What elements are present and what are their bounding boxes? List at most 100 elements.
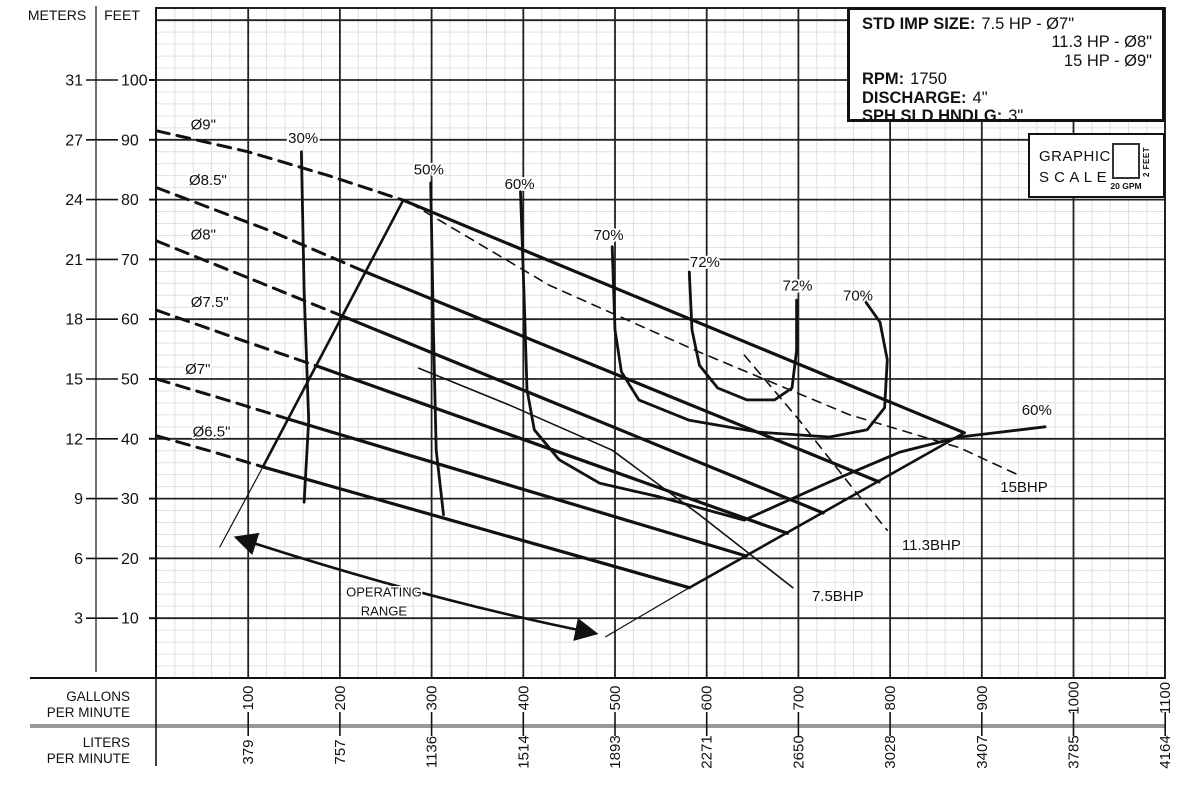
spec-imp-size-value-3: 15 HP - Ø9" [1063, 51, 1152, 70]
efficiency-label-eff-60-right: 60% [1022, 402, 1052, 419]
y-tick-feet-label: 90 [121, 132, 139, 149]
impeller-curve-6-5in-dashed [155, 434, 265, 469]
power-line-7-5bhp [418, 367, 794, 589]
efficiency-label-eff-72: 72% [690, 254, 720, 271]
x-tick-lpm-label: 2650 [790, 735, 807, 768]
impeller-curve-7in-solid [286, 417, 748, 558]
x-axis-band-gallons-line2: PER MINUTE [47, 705, 130, 720]
graphic-scale-y-unit: 2 FEET [1142, 146, 1151, 178]
spec-box: STD IMP SIZE: 7.5 HP - Ø7" 11.3 HP - Ø8" … [847, 7, 1165, 125]
efficiency-label-eff-50: 50% [414, 162, 444, 179]
operating-range-min-flow-extension [219, 466, 264, 548]
spec-sph-row: SPH SLD HNDLG: 3" [862, 107, 1152, 125]
graphic-scale-x-unit: 20 GPM [1110, 181, 1142, 191]
impeller-curve-7-5in-dashed [155, 308, 318, 368]
impeller-label-6-5in: Ø6.5" [193, 424, 231, 441]
x-tick-lpm-label: 2271 [699, 735, 716, 768]
x-tick-lpm-label: 1893 [607, 735, 624, 768]
x-tick-lpm-label: 1514 [515, 735, 532, 768]
x-axis-band-liters-line2: PER MINUTE [47, 751, 130, 766]
spec-rpm-row: RPM: 1750 [862, 70, 1152, 88]
operating-range-arrow [233, 532, 599, 641]
x-tick-gpm-label: 400 [515, 685, 532, 710]
spec-rpm-value: 1750 [910, 70, 947, 89]
y-tick-feet-label: 60 [121, 312, 139, 329]
impeller-curve-9in-solid [401, 198, 966, 435]
spec-sph-label: SPH SLD HNDLG: [862, 107, 1003, 126]
graphic-scale-sample-square [1112, 143, 1140, 179]
impeller-curve-6-5in-solid [261, 465, 691, 590]
x-tick-gpm-label: 700 [790, 685, 807, 710]
efficiency-label-eff-60: 60% [505, 176, 535, 193]
power-line-15bhp [409, 202, 1022, 477]
x-tick-gpm-label: 1100 [1157, 682, 1174, 714]
x-tick-lpm-label: 4164 [1157, 735, 1174, 768]
efficiency-contour-eff-50 [429, 181, 445, 517]
y-tick-feet-label: 30 [121, 491, 139, 508]
graphic-scale-box: GRAPHIC S C A L E 2 FEET 20 GPM [1028, 133, 1165, 198]
x-axis-band-gallons-line1: GALLONS [66, 689, 130, 704]
x-tick-gpm-label: 200 [332, 685, 349, 710]
y-tick-meters-label: 24 [65, 192, 83, 209]
x-axis-band-liters-line1: LITERS [83, 735, 130, 750]
y-tick-meters-label: 6 [74, 551, 83, 568]
power-label-7-5bhp: 7.5BHP [812, 588, 864, 605]
y-tick-feet-label: 20 [121, 551, 139, 568]
efficiency-label-eff-72-right: 72% [782, 278, 812, 295]
impeller-curve-8-5in-dashed [155, 186, 368, 274]
y-tick-meters-label: 18 [65, 312, 83, 329]
x-tick-lpm-label: 757 [332, 739, 349, 764]
y-tick-feet-label: 50 [121, 372, 139, 389]
impeller-curve-9in-dashed [155, 129, 405, 202]
y-tick-feet-label: 40 [121, 431, 139, 448]
graphic-scale-title-line1: GRAPHIC [1039, 148, 1111, 165]
y-tick-feet-label: 10 [121, 611, 139, 628]
operating-range-label-line1: OPERATING [346, 584, 422, 599]
efficiency-label-eff-70-right: 70% [843, 287, 873, 304]
x-tick-gpm-label: 100 [240, 685, 257, 710]
y-tick-meters-label: 27 [65, 132, 83, 149]
y-tick-meters-label: 31 [65, 73, 83, 90]
spec-imp-size-row: STD IMP SIZE: 7.5 HP - Ø7" [862, 15, 1152, 33]
x-tick-lpm-label: 1136 [424, 736, 441, 768]
x-tick-lpm-label: 3407 [974, 735, 991, 768]
x-tick-lpm-label: 3028 [882, 735, 899, 768]
efficiency-contour-eff-72 [687, 270, 798, 402]
impeller-label-8in: Ø8" [191, 226, 216, 243]
impeller-curve-7in-dashed [155, 377, 290, 421]
efficiency-label-eff-30: 30% [288, 130, 318, 147]
power-label-11-3bhp: 11.3BHP [902, 537, 961, 554]
impeller-curve-8in-solid [341, 314, 825, 515]
x-tick-gpm-label: 1000 [1066, 681, 1083, 714]
operating-range-max-flow-boundary [688, 431, 966, 589]
operating-range-label-line2: RANGE [361, 603, 408, 618]
impeller-label-7in: Ø7" [185, 361, 210, 378]
y-tick-feet-label: 70 [121, 252, 139, 269]
spec-discharge-label: DISCHARGE: [862, 88, 967, 107]
y-tick-meters-label: 15 [65, 372, 83, 389]
y-tick-meters-label: 21 [65, 252, 83, 269]
power-label-15bhp: 15BHP [1000, 479, 1048, 496]
y-tick-feet-label: 80 [121, 192, 139, 209]
power-line-11-3bhp [743, 354, 889, 532]
impeller-curve-8in-dashed [155, 239, 345, 318]
impeller-curve-8-5in-solid [364, 270, 881, 484]
graphic-scale-title-line2: S C A L E [1039, 169, 1108, 186]
efficiency-label-eff-70: 70% [594, 227, 624, 244]
y-tick-meters-label: 12 [65, 431, 83, 448]
x-tick-lpm-label: 379 [240, 739, 257, 764]
x-tick-gpm-label: 300 [424, 685, 441, 710]
x-tick-gpm-label: 900 [974, 685, 991, 710]
impeller-label-7-5in: Ø7.5" [191, 294, 229, 311]
spec-imp-size-value-1: 7.5 HP - Ø7" [981, 15, 1075, 33]
impeller-label-9in: Ø9" [191, 116, 216, 133]
efficiency-contour-eff-60 [519, 190, 1047, 522]
impeller-label-8-5in: Ø8.5" [189, 172, 227, 189]
y-tick-meters-label: 9 [74, 491, 83, 508]
spec-sph-value: 3" [1008, 107, 1024, 126]
spec-imp-size-value-2: 11.3 HP - Ø8" [1051, 33, 1152, 52]
operating-range-min-flow-boundary [261, 198, 405, 469]
spec-discharge-value: 4" [972, 88, 988, 107]
